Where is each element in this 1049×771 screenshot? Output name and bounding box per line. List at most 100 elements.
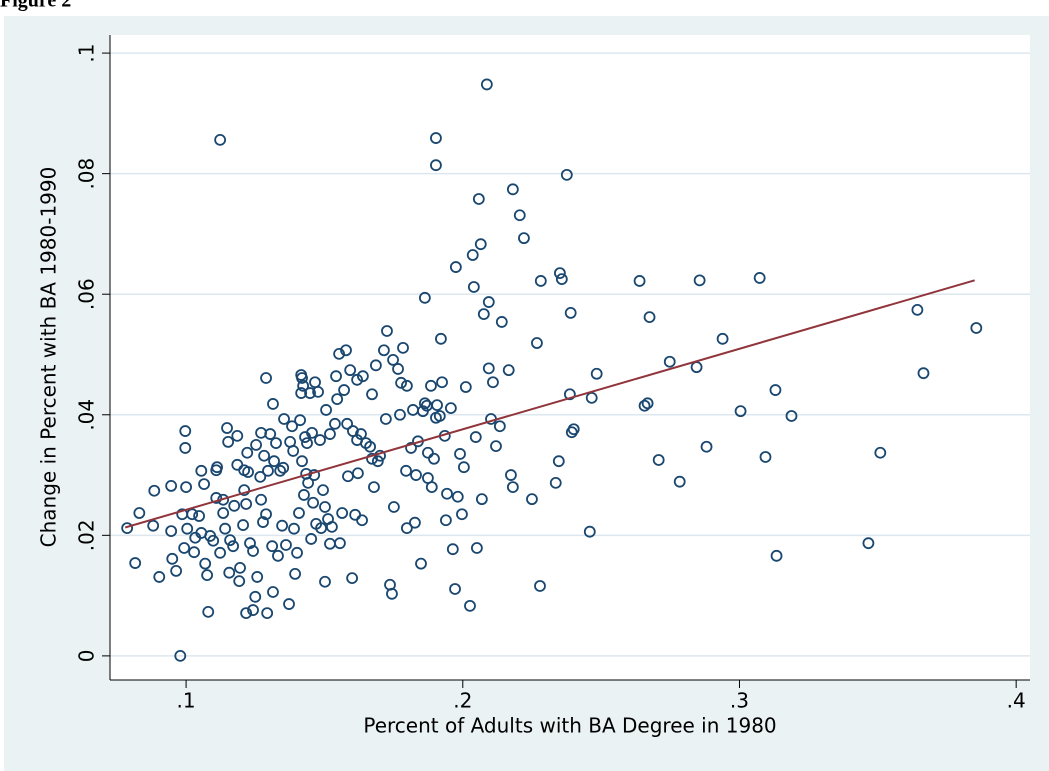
scatter-point	[257, 516, 269, 528]
scatter-point	[356, 514, 368, 527]
scatter-point	[425, 481, 438, 494]
scatter-point	[258, 449, 271, 462]
scatter-point	[278, 413, 290, 425]
scatter-point	[565, 426, 578, 439]
scatter-point	[180, 481, 192, 494]
scatter-point	[392, 363, 404, 375]
scatter-point	[506, 183, 519, 196]
scatter-point	[287, 445, 300, 457]
scatter-point	[233, 575, 246, 588]
scatter-point	[552, 455, 565, 468]
scatter-point	[475, 493, 488, 506]
x-tick-label: .1	[177, 689, 196, 713]
scatter-point	[341, 417, 354, 430]
scatter-point	[585, 391, 598, 404]
scatter-point	[228, 499, 241, 512]
scatter-point	[268, 455, 280, 468]
grid	[110, 52, 1030, 657]
scatter-point	[430, 159, 442, 172]
scatter-point	[201, 569, 214, 582]
scatter-point	[297, 379, 310, 392]
scatter-point	[436, 376, 448, 389]
scatter-point	[238, 484, 251, 497]
scatter-point	[364, 440, 376, 453]
scatter-point	[911, 303, 924, 316]
scatter-point	[231, 429, 244, 442]
scatter-point	[368, 481, 380, 494]
scatter-point	[506, 481, 519, 494]
scatter-point	[340, 344, 352, 357]
scatter-point	[531, 337, 543, 349]
scatter-point	[405, 442, 417, 454]
scatter-point	[214, 546, 227, 559]
marks	[121, 78, 983, 662]
scatter-point	[387, 354, 399, 366]
scatter-point	[381, 325, 393, 337]
y-axis-title: Change in Percent with BA 1980-1990	[37, 167, 61, 548]
scatter-point	[378, 344, 390, 357]
scatter-point	[549, 476, 562, 489]
scatter-point	[202, 605, 215, 618]
scatter-point	[181, 522, 194, 535]
scatter-point	[415, 557, 427, 570]
scatter-point	[214, 133, 227, 146]
scatter-point	[262, 464, 274, 477]
scatter-point	[457, 461, 470, 474]
scatter-point	[174, 649, 187, 662]
scatter-point	[338, 384, 350, 396]
scatter-point	[267, 586, 279, 598]
scatter-point	[305, 533, 318, 545]
scatter-point	[495, 316, 508, 328]
scatter-point	[346, 572, 359, 585]
scatter-point	[487, 376, 499, 389]
scatter-point	[241, 446, 254, 459]
scatter-point	[242, 466, 254, 478]
scatter-point	[770, 549, 783, 562]
scatter-point	[210, 492, 223, 504]
scatter-point	[251, 571, 264, 583]
scatter-point	[221, 422, 233, 434]
scatter-point	[304, 387, 316, 399]
scatter-point	[148, 484, 161, 497]
y-tick-label: .1	[75, 44, 99, 63]
y-tick-label: .04	[75, 399, 99, 431]
scatter-point	[400, 522, 413, 534]
scatter-point	[255, 493, 267, 506]
scatter-point	[306, 426, 318, 439]
scatter-point	[422, 446, 434, 459]
scatter-point	[133, 507, 146, 519]
scatter-point	[753, 272, 766, 284]
scatter-point	[314, 434, 326, 446]
scatter-point	[324, 428, 336, 440]
scatter-point	[469, 431, 482, 443]
scatter-point	[441, 487, 453, 500]
scatter-point	[467, 281, 480, 293]
scatter-point	[277, 461, 290, 474]
scatter-point	[217, 507, 230, 519]
scatter-point	[166, 552, 179, 565]
scatter-point	[564, 306, 577, 319]
y-tick-label: .06	[75, 278, 99, 310]
scatter-point	[333, 347, 346, 360]
scatter-point	[330, 370, 342, 383]
scatter-point	[716, 332, 729, 345]
scatter-point	[301, 437, 313, 449]
x-tick-label: .2	[453, 689, 472, 713]
scatter-point	[219, 522, 232, 535]
scatter-point	[170, 564, 183, 577]
scatter-point	[266, 540, 279, 553]
scatter-point	[250, 439, 262, 451]
scatter-point	[331, 393, 344, 405]
scatter-point	[673, 475, 686, 488]
scatter-point	[456, 508, 468, 521]
scatter-point	[319, 575, 331, 588]
scatter-point	[433, 410, 446, 422]
scatter-point	[283, 598, 295, 610]
scatter-point	[769, 384, 782, 396]
plot-region	[110, 35, 1030, 680]
scatter-point	[356, 370, 369, 383]
scatter-point	[179, 425, 192, 437]
scatter-point	[583, 525, 596, 538]
scatter-point	[451, 490, 464, 503]
